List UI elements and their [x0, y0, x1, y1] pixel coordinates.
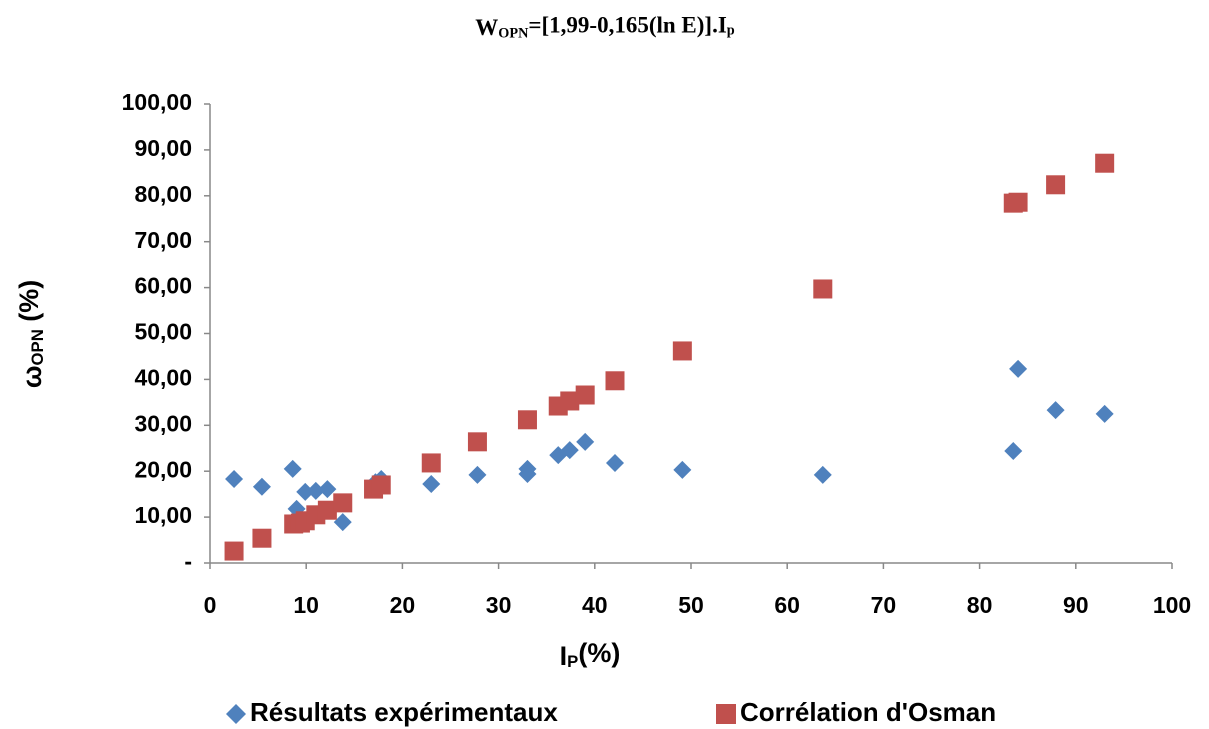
- x-tick-label: 20: [390, 592, 416, 618]
- x-tick-label: 70: [871, 592, 897, 618]
- point: [422, 475, 441, 494]
- x-tick-label: 60: [774, 592, 800, 618]
- text-part: (%): [14, 280, 44, 330]
- y-tick-label: 70,00: [134, 227, 192, 253]
- point: [560, 391, 580, 411]
- point: [606, 453, 625, 472]
- text-part: OPN: [28, 329, 47, 365]
- point: [318, 480, 337, 499]
- y-tick-label: 50,00: [134, 319, 192, 345]
- text-part: OPN: [498, 26, 529, 42]
- x-tick-label: 40: [582, 592, 608, 618]
- y-tick-label: 100,00: [122, 89, 192, 115]
- text-part: P: [567, 652, 578, 671]
- point: [371, 475, 391, 495]
- x-tick-label: 50: [678, 592, 704, 618]
- point: [296, 482, 315, 501]
- x-tick-label: 90: [1063, 592, 1089, 618]
- y-tick-label: 80,00: [134, 181, 192, 207]
- point: [333, 493, 353, 513]
- point: [225, 470, 244, 489]
- point: [1009, 359, 1028, 378]
- x-axis-label: IP(%): [560, 638, 621, 671]
- point: [605, 371, 625, 391]
- point: [518, 464, 537, 483]
- text-part: W: [475, 15, 498, 40]
- point: [252, 528, 272, 548]
- legend-marker: [716, 704, 736, 724]
- point: [560, 441, 579, 460]
- point: [517, 410, 537, 430]
- y-tick-label: 60,00: [134, 273, 192, 299]
- text-part: =[1,99-0,165(ln E)].I: [528, 13, 726, 38]
- point: [468, 465, 487, 484]
- point: [252, 477, 271, 496]
- point: [467, 432, 487, 452]
- point: [1095, 404, 1114, 423]
- point: [306, 481, 325, 500]
- point: [813, 279, 833, 299]
- point: [317, 500, 337, 520]
- point: [672, 341, 692, 361]
- text-part: I: [560, 641, 568, 671]
- y-tick-label: 40,00: [134, 364, 192, 390]
- point: [1046, 175, 1066, 195]
- point: [1004, 442, 1023, 461]
- point: [421, 453, 441, 473]
- legend-marker: [226, 704, 246, 724]
- point: [813, 465, 832, 484]
- point: [333, 513, 352, 532]
- x-tick-label: 10: [293, 592, 319, 618]
- text-part: p: [727, 23, 735, 39]
- point: [575, 385, 595, 405]
- y-tick-label: 90,00: [134, 135, 192, 161]
- legend-label: Résultats expérimentaux: [250, 697, 558, 727]
- text-part: ω: [17, 365, 47, 388]
- point: [1046, 401, 1065, 420]
- x-tick-label: 80: [967, 592, 993, 618]
- y-axis-label: ωOPN (%): [14, 280, 47, 389]
- point: [576, 432, 595, 451]
- y-tick-label: 10,00: [134, 502, 192, 528]
- chart-title: WOPN=[1,99-0,165(ln E)].Ip: [475, 13, 734, 42]
- y-tick-label: 20,00: [134, 456, 192, 482]
- x-tick-label: 100: [1153, 592, 1191, 618]
- x-tick-label: 0: [204, 592, 217, 618]
- x-tick-label: 30: [486, 592, 512, 618]
- y-tick-label: -: [184, 548, 192, 574]
- point: [224, 541, 244, 561]
- text-part: (%): [578, 638, 620, 668]
- point: [283, 459, 302, 478]
- legend-label: Corrélation d'Osman: [740, 697, 996, 727]
- point: [673, 460, 692, 479]
- point: [1095, 153, 1115, 173]
- point: [1008, 192, 1028, 212]
- y-tick-label: 30,00: [134, 410, 192, 436]
